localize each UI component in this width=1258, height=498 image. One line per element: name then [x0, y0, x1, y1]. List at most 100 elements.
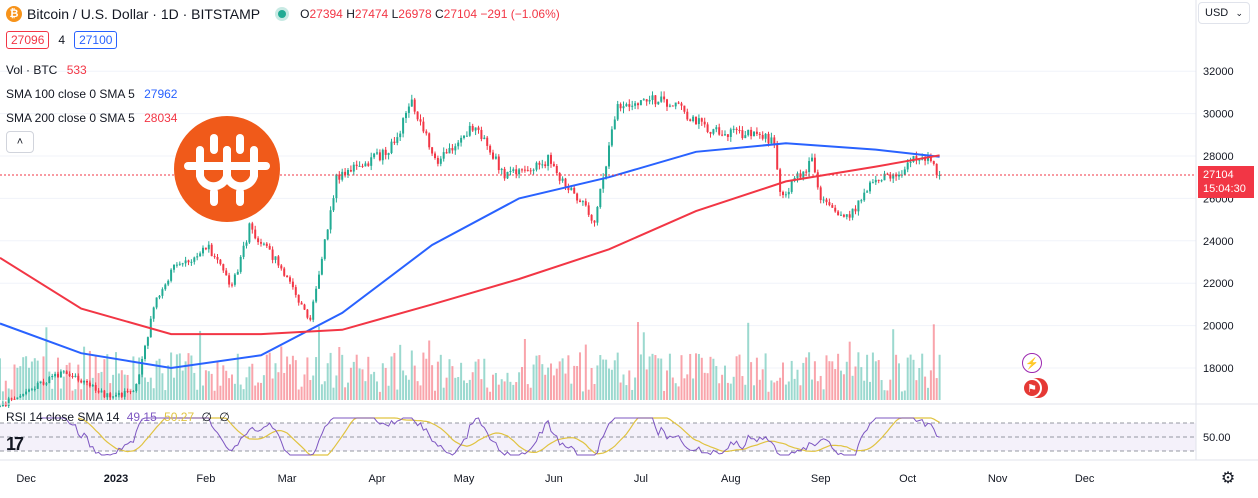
volume-bar [416, 381, 419, 400]
sma200-line [0, 154, 940, 336]
volume-bar [709, 356, 712, 400]
symbol-title[interactable]: Bitcoin / U.S. Dollar · 1D · BITSTAMP [27, 6, 261, 22]
candle-body [161, 289, 164, 296]
candle-body [318, 274, 320, 289]
volume-bar [33, 358, 36, 400]
candle-body [260, 242, 262, 244]
volume-bar [735, 356, 738, 400]
volume-bar [622, 374, 625, 400]
candle-body [129, 391, 132, 393]
us-economic-event-icon[interactable]: ⚑ [1022, 378, 1042, 398]
chevron-down-icon: ⌄ [1235, 7, 1243, 18]
candle-body [294, 287, 297, 295]
volume-bar [550, 363, 552, 400]
candle-body [251, 223, 254, 230]
volume-bar [378, 391, 381, 400]
candle-body [364, 163, 367, 167]
candle-body [648, 100, 651, 102]
volume-bar [631, 389, 634, 400]
volume-bar [764, 353, 767, 400]
candle-body [202, 247, 204, 254]
candle-body [674, 102, 677, 107]
volume-bar [115, 352, 117, 400]
volume-bar [758, 379, 761, 400]
volume-legend[interactable]: Vol · BTC 533 [6, 63, 87, 77]
volume-bar [596, 365, 599, 400]
currency-select[interactable]: USD ⌄ [1198, 2, 1250, 24]
price-axis[interactable]: 3200030000280002600024000220002000018000… [1195, 0, 1234, 460]
symbol-header[interactable]: ₿ Bitcoin / U.S. Dollar · 1D · BITSTAMP … [6, 5, 560, 23]
candle-body [819, 187, 822, 200]
rsi-legend[interactable]: RSI 14 close SMA 14 49.15 50.27 ∅ ∅ [6, 410, 230, 424]
volume-bar [848, 341, 851, 400]
sma100-value: 27962 [144, 87, 178, 101]
candle-body [120, 392, 123, 397]
volume-bar [431, 365, 434, 400]
time-axis[interactable]: Dec 2023 Feb Mar Apr May Jun Jul Aug Sep Oct Nov Dec [16, 473, 1095, 485]
candle-body [112, 396, 115, 398]
candle-body [660, 96, 663, 102]
volume-bar [590, 368, 593, 400]
candle-body [13, 398, 16, 400]
volume-bar [341, 354, 344, 400]
candle-body [262, 243, 265, 245]
candle-body [837, 211, 840, 216]
volume-bar [538, 355, 541, 400]
candle-body [448, 148, 451, 154]
time-tick-label: Nov [988, 473, 1008, 485]
volume-bar [45, 327, 48, 400]
volume-bar [900, 391, 903, 400]
gear-icon[interactable]: ⚙ [1220, 470, 1236, 487]
candle-body [80, 380, 83, 383]
candle-body [782, 191, 784, 196]
volume-bar [706, 373, 709, 400]
candle-body [329, 210, 332, 230]
candle-body [755, 131, 758, 134]
candle-body [141, 358, 144, 375]
candle-body [613, 119, 616, 130]
candle-body [213, 256, 216, 258]
flash-event-icon[interactable]: ⚡ [1022, 353, 1042, 373]
volume-bar [364, 381, 367, 400]
volume-bar [808, 352, 811, 400]
candle-body [190, 261, 193, 263]
candle-body [544, 164, 547, 167]
candle-body [596, 206, 599, 223]
price-tick-label: 30000 [1203, 109, 1234, 121]
volume-bar [544, 374, 547, 400]
volume-bar [796, 369, 799, 400]
bid-price-button[interactable]: 27096 [6, 31, 50, 49]
candle-body [193, 257, 196, 262]
candle-body [718, 127, 721, 135]
ask-price-button[interactable]: 27100 [74, 31, 118, 49]
candle-body [622, 106, 625, 109]
candle-body [323, 239, 326, 259]
candle-body [22, 393, 25, 396]
candle-body [840, 214, 842, 216]
volume-bar [866, 354, 869, 400]
volume-bar [521, 367, 523, 400]
volume-bar [579, 352, 581, 400]
candle-body [347, 169, 349, 176]
collapse-legend-button[interactable]: ˄ [6, 131, 34, 153]
sma100-legend[interactable]: SMA 100 close 0 SMA 5 27962 [6, 87, 177, 101]
volume-bar [57, 357, 59, 400]
volume-bar [602, 359, 605, 400]
volume-value: 533 [66, 63, 87, 77]
volume-bar [547, 367, 550, 400]
volume-bar [869, 381, 871, 400]
volume-bar [434, 390, 436, 400]
candle-body [584, 201, 587, 206]
sma200-legend[interactable]: SMA 200 close 0 SMA 5 28034 [6, 111, 177, 125]
tradingview-logo[interactable]: 17 [6, 434, 24, 454]
volume-bar [349, 367, 352, 400]
candle-body [399, 133, 402, 138]
candle-body [320, 258, 323, 275]
volume-bar [903, 390, 906, 400]
volume-bar [683, 378, 686, 400]
volume-bar [19, 366, 22, 400]
volume-bar [262, 375, 265, 400]
candle-body [576, 193, 579, 201]
candle-body [657, 101, 660, 105]
